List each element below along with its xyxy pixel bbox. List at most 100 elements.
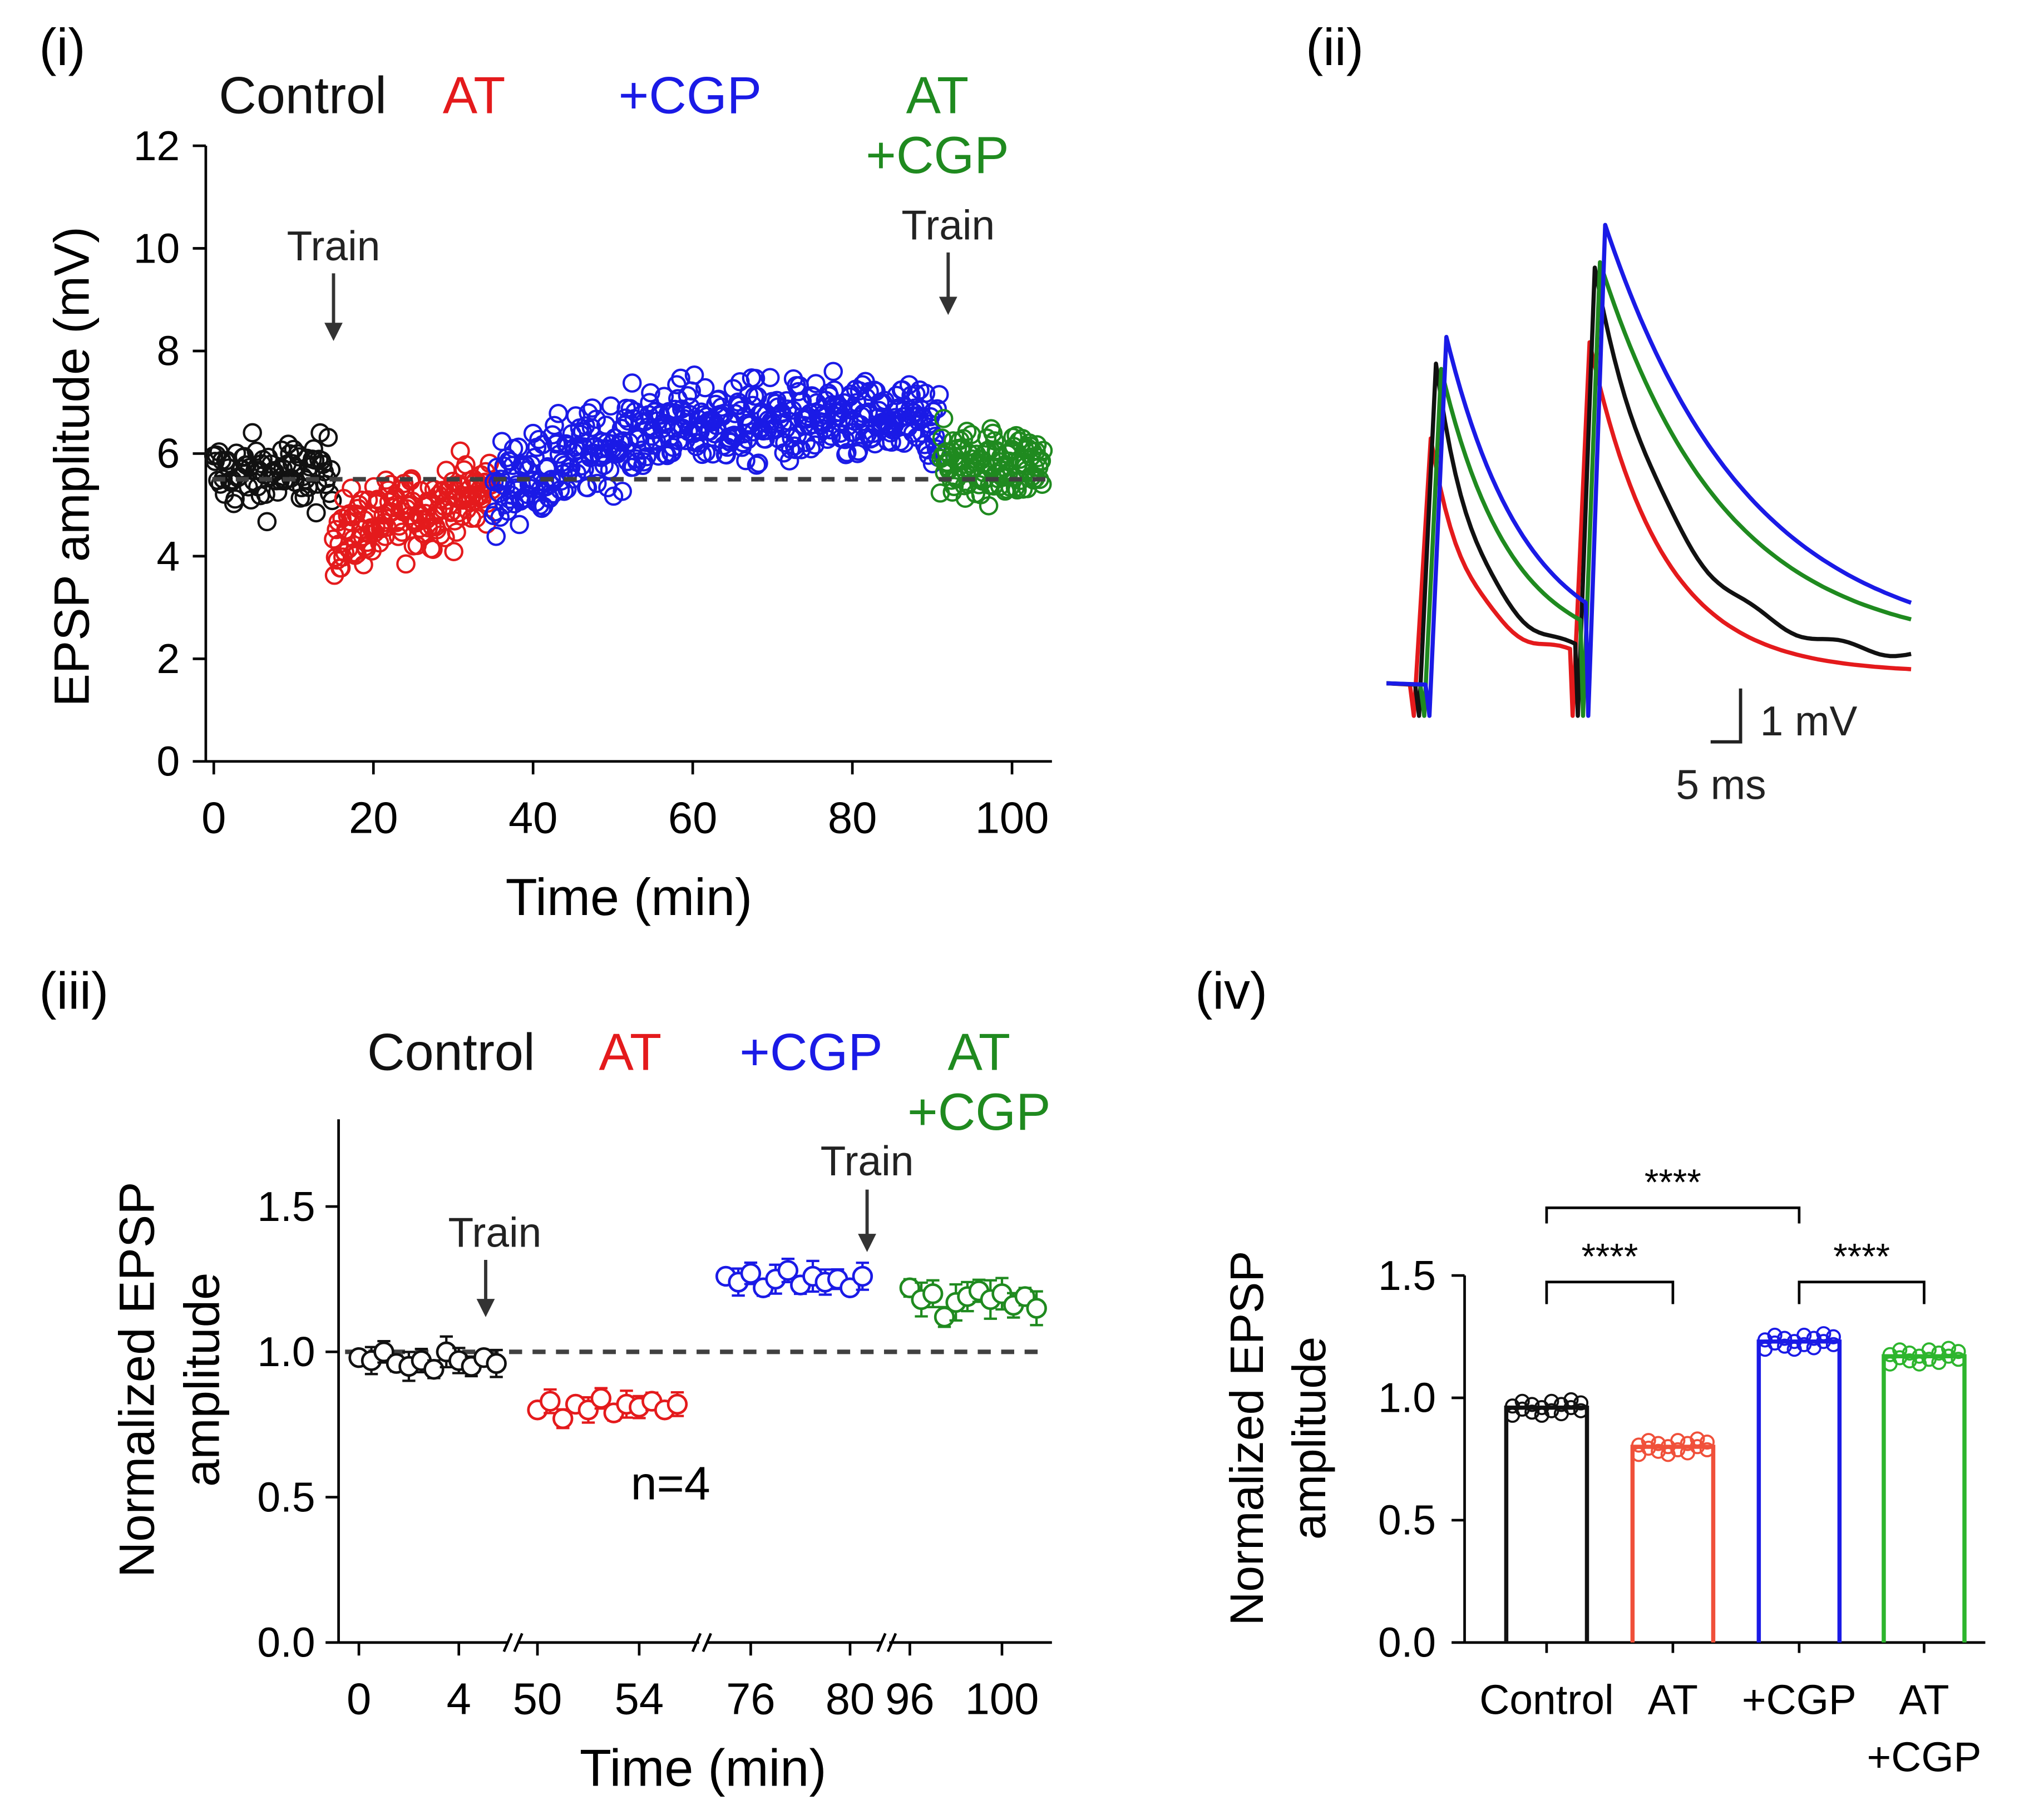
x-tick-label: AT	[1648, 1677, 1698, 1723]
legend-cgp: +CGP	[619, 66, 762, 125]
data-point	[641, 383, 660, 403]
data-point	[957, 422, 977, 441]
data-point	[969, 475, 989, 494]
y-tick-label: 0	[156, 738, 180, 785]
data-point	[1699, 1442, 1715, 1457]
data-point	[322, 491, 342, 511]
panel-iii-normalized: 0.0 0.5 1.0 1.5 0 4 50 54 76 80 96 100 Time (min) Nor…	[109, 1022, 1052, 1797]
data-point	[696, 443, 716, 462]
axis-break-mark	[691, 1633, 702, 1653]
data-point	[1514, 1401, 1530, 1417]
y-axis-label-line2: amplitude	[174, 1272, 229, 1487]
y-tick-label: 0.5	[1378, 1497, 1436, 1544]
significance-label: ****	[1645, 1162, 1701, 1203]
panel-label-iii: (iii)	[39, 961, 108, 1020]
y-axis-label-line1: Normalized EPSP	[109, 1181, 164, 1578]
data-point	[384, 498, 403, 517]
data-point	[342, 478, 361, 498]
data-point	[666, 1393, 688, 1415]
data-point	[852, 1265, 873, 1287]
x-tick-label: 20	[349, 793, 398, 842]
data-point	[444, 542, 463, 561]
data-point	[821, 426, 841, 446]
axis-break-mark	[513, 1633, 524, 1653]
data-point	[777, 391, 797, 411]
x-tick-label: +CGP	[1742, 1677, 1857, 1723]
data-point	[256, 484, 275, 504]
data-point	[1892, 1350, 1908, 1366]
data-point	[747, 455, 767, 475]
data-point	[1882, 1347, 1898, 1362]
axis-break-mark	[702, 1633, 712, 1653]
axis-break-mark	[876, 1633, 887, 1653]
data-point	[600, 460, 620, 479]
y-tick-label: 12	[134, 122, 180, 169]
data-point	[388, 527, 408, 546]
significance-label: ****	[1581, 1236, 1638, 1277]
y-tick-label: 0.0	[1378, 1619, 1436, 1666]
data-point	[307, 503, 326, 523]
y-tick-label: 6	[156, 430, 180, 477]
data-point	[601, 396, 621, 416]
data-point	[1631, 1437, 1647, 1453]
data-point	[448, 503, 468, 523]
data-point	[587, 473, 607, 493]
data-point	[678, 385, 698, 406]
train-label-2: Train	[901, 202, 995, 249]
legend-atcgp-line2: +CGP	[907, 1082, 1050, 1141]
data-point	[234, 447, 254, 467]
x-tick-label: Control	[1479, 1677, 1613, 1723]
scale-bar-mv-label: 1 mV	[1760, 698, 1858, 744]
data-point	[695, 378, 715, 398]
trace-at-cgp	[1386, 260, 1912, 718]
data-point	[552, 1408, 574, 1430]
train-label-2: Train	[821, 1138, 914, 1184]
data-point	[485, 502, 505, 522]
data-point	[1641, 1440, 1656, 1456]
data-point	[423, 1359, 445, 1380]
trace-at	[1386, 340, 1912, 718]
data-point	[1544, 1393, 1559, 1409]
data-point	[613, 481, 632, 501]
data-point	[1031, 451, 1051, 471]
data-point	[1912, 1356, 1927, 1372]
data-point	[1767, 1335, 1783, 1351]
significance-bracket	[1545, 1206, 1801, 1224]
axis-break-mark	[886, 1633, 897, 1653]
data-point	[977, 428, 997, 448]
data-point	[335, 543, 355, 562]
data-point	[577, 478, 598, 498]
data-point	[1563, 1400, 1579, 1416]
y-tick-label: 1.0	[1378, 1374, 1436, 1421]
data-point	[257, 512, 277, 532]
legend-atcgp-line1: AT	[906, 66, 969, 125]
data-point	[1524, 1405, 1540, 1420]
data-point	[1690, 1439, 1705, 1455]
legend-atcgp-line1: AT	[947, 1022, 1010, 1081]
data-point	[801, 439, 821, 459]
data-point	[373, 1341, 394, 1363]
legend-at: AT	[443, 66, 506, 125]
data-point	[1931, 1345, 1947, 1361]
data-point	[921, 422, 941, 442]
x-tick-label: AT	[1899, 1677, 1949, 1723]
data-point	[847, 393, 867, 413]
legend-control: Control	[367, 1022, 535, 1081]
data-point	[749, 453, 768, 473]
train-arrow-1-head	[476, 1299, 495, 1317]
data-point	[903, 423, 923, 443]
y-tick-label: 2	[156, 635, 180, 682]
panel-iv-bars: 0.0 0.5 1.0 1.5 Normalized EPSP amplitude Cont…	[1221, 1162, 1986, 1781]
data-point	[916, 383, 936, 403]
x-tick-label: 50	[513, 1674, 562, 1724]
data-point	[1651, 1443, 1666, 1459]
data-point	[396, 554, 416, 574]
x-tick-label: 4	[447, 1674, 471, 1724]
x-axis-label: Time (min)	[506, 868, 753, 926]
data-point	[924, 402, 943, 422]
data-point	[934, 1306, 955, 1328]
data-point	[736, 451, 756, 471]
data-point	[985, 431, 1005, 451]
data-point	[760, 368, 780, 388]
